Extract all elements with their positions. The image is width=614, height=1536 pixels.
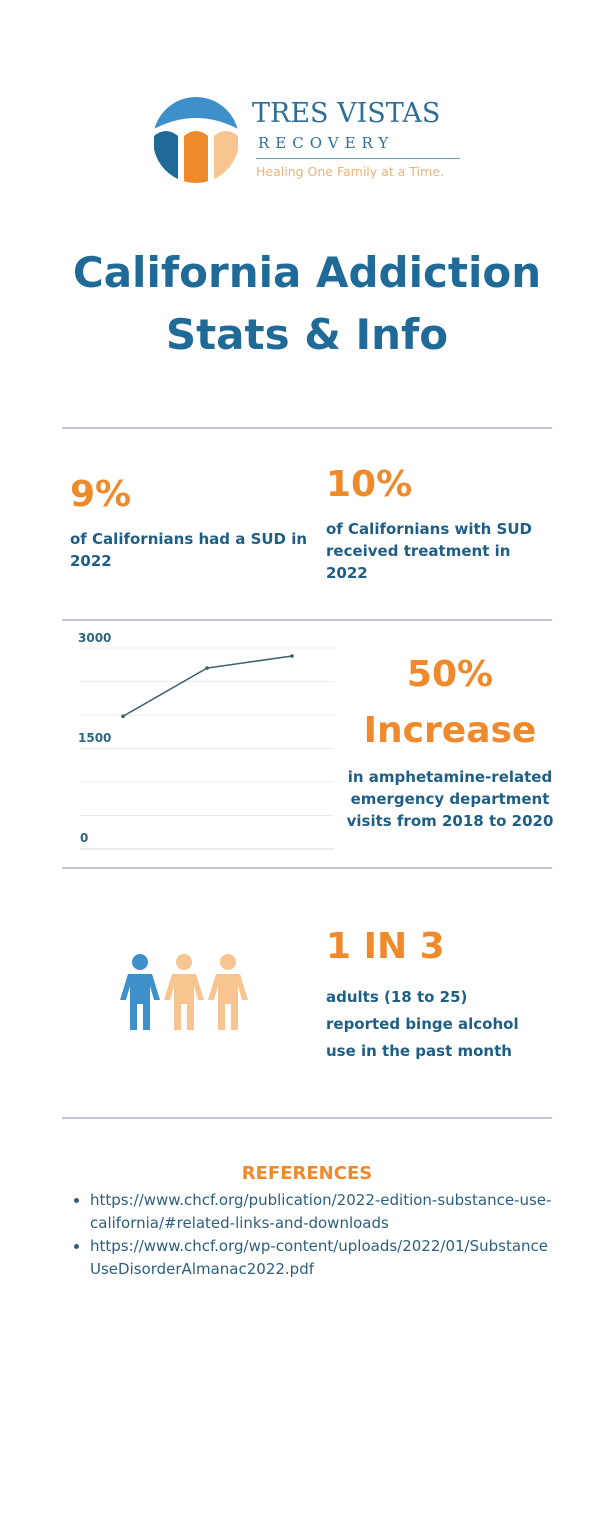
ratio-text: adults (18 to 25) reported binge alcohol… — [326, 988, 519, 1060]
stat-text: of Californians with SUD received treatm… — [326, 520, 532, 582]
people-icon — [120, 954, 248, 1030]
data-point — [205, 666, 209, 670]
logo-tagline: Healing One Family at a Time. — [256, 164, 444, 179]
logo-mark-icon — [153, 97, 239, 183]
reference-link[interactable]: https://www.chcf.org/wp-content/uploads/… — [72, 1235, 556, 1281]
y-tick-label: 0 — [80, 831, 89, 845]
series-line — [122, 655, 293, 717]
stat-value: 10% — [326, 464, 413, 505]
references-list: https://www.chcf.org/publication/2022-ed… — [72, 1189, 556, 1281]
page-title-line1: California Addiction — [72, 248, 542, 297]
data-point — [121, 714, 125, 719]
ratio-value: 1 IN 3 — [326, 926, 445, 967]
logo-subname: RECOVERY — [258, 134, 395, 152]
reference-link[interactable]: https://www.chcf.org/publication/2022-ed… — [72, 1189, 556, 1235]
y-tick-label: 1500 — [78, 731, 112, 745]
data-point — [290, 654, 294, 658]
logo: TRES VISTAS RECOVERY Healing One Family … — [152, 96, 462, 188]
increase-text: in amphetamine-related emergency departm… — [346, 768, 554, 830]
stat-value: 9% — [70, 474, 132, 515]
person-icon — [208, 954, 248, 1030]
line-chart — [80, 647, 334, 850]
logo-rule — [256, 158, 460, 159]
person-icon — [164, 954, 204, 1030]
logo-name: TRES VISTAS — [252, 98, 441, 129]
page-title-line2: Stats & Info — [165, 310, 449, 359]
stat-text: of Californians had a SUD in 2022 — [70, 530, 308, 570]
divider — [62, 427, 552, 429]
person-icon — [120, 954, 160, 1030]
increase-value: 50% — [406, 654, 494, 695]
y-tick-label: 3000 — [78, 631, 112, 645]
divider — [62, 1117, 552, 1119]
references-heading: REFERENCES — [241, 1163, 373, 1184]
divider — [62, 867, 552, 869]
increase-label: Increase — [363, 710, 537, 751]
divider — [62, 619, 552, 621]
